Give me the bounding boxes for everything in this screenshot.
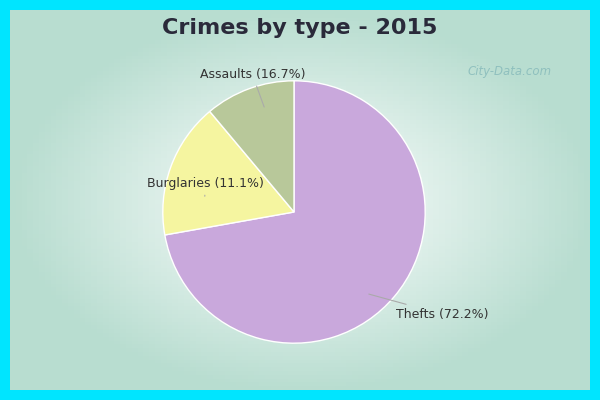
Text: Thefts (72.2%): Thefts (72.2%) bbox=[369, 294, 489, 321]
Text: City-Data.com: City-Data.com bbox=[468, 66, 552, 78]
Wedge shape bbox=[163, 112, 294, 235]
Text: Assaults (16.7%): Assaults (16.7%) bbox=[200, 68, 305, 107]
Text: Crimes by type - 2015: Crimes by type - 2015 bbox=[163, 18, 437, 38]
Wedge shape bbox=[165, 81, 425, 343]
Text: Burglaries (11.1%): Burglaries (11.1%) bbox=[147, 177, 264, 196]
Wedge shape bbox=[210, 81, 294, 212]
